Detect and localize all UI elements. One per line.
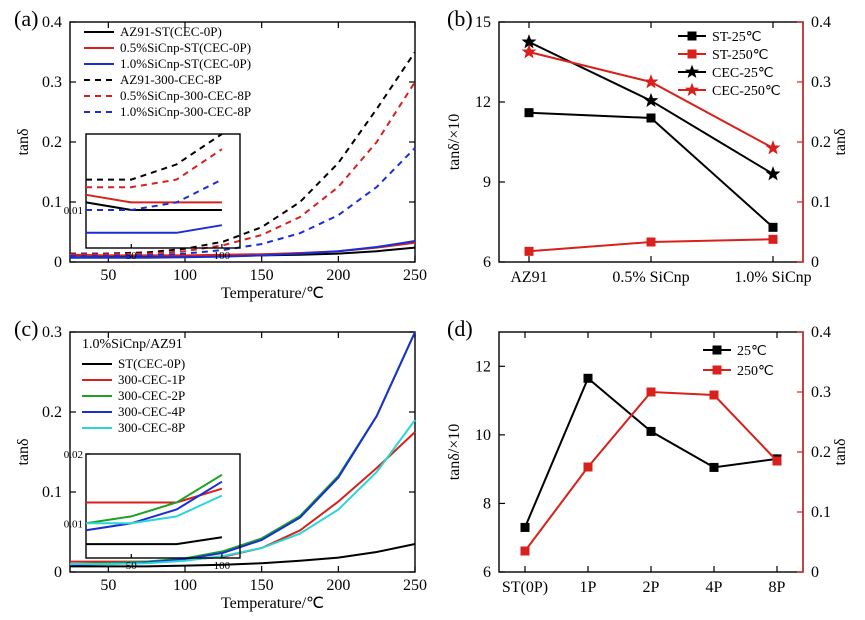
svg-text:0.4: 0.4 xyxy=(811,14,831,31)
svg-text:8P: 8P xyxy=(768,579,785,596)
panel-d-svg: ST(0P) 1P 2P 4P 8P 6 8 10 12 0 0.1 0.2 0.3 0.4 tanδ/×1… xyxy=(433,310,865,620)
svg-text:0.5%SiCnp-ST(CEC-0P): 0.5%SiCnp-ST(CEC-0P) xyxy=(120,40,251,55)
svg-text:tanδ: tanδ xyxy=(15,438,32,465)
svg-text:300-CEC-4P: 300-CEC-4P xyxy=(118,404,185,419)
svg-text:0.3: 0.3 xyxy=(42,74,62,91)
svg-text:50: 50 xyxy=(126,560,138,572)
svg-text:4P: 4P xyxy=(705,579,722,596)
series-ST-25 xyxy=(529,113,773,228)
svg-text:1.0% SiCnp: 1.0% SiCnp xyxy=(734,269,811,286)
svg-text:250: 250 xyxy=(403,577,427,594)
svg-text:0.2: 0.2 xyxy=(42,134,62,151)
svg-text:0.2: 0.2 xyxy=(42,404,62,421)
panel-a: 50 100 150 200 250 0 0.1 0.2 0.3 0.4 Temperature/℃… xyxy=(0,0,433,310)
panel-b-legend: ST-25℃ ST-250℃ CEC-25℃ CEC-250℃ xyxy=(678,30,781,99)
svg-text:AZ91-300-CEC-8P: AZ91-300-CEC-8P xyxy=(120,72,222,87)
svg-text:1P: 1P xyxy=(579,579,596,596)
svg-text:1.0%SiCnp/AZ91: 1.0%SiCnp/AZ91 xyxy=(82,337,183,352)
svg-text:300-CEC-2P: 300-CEC-2P xyxy=(118,388,185,403)
svg-text:0.3: 0.3 xyxy=(811,384,831,401)
svg-text:100: 100 xyxy=(173,267,197,284)
svg-text:200: 200 xyxy=(326,267,350,284)
svg-text:0.2: 0.2 xyxy=(811,134,831,151)
svg-text:0.4: 0.4 xyxy=(42,14,62,31)
svg-text:6: 6 xyxy=(483,254,491,271)
svg-text:0.01: 0.01 xyxy=(64,518,83,530)
series-8P xyxy=(70,420,415,564)
svg-text:0: 0 xyxy=(54,564,62,581)
svg-text:0.3: 0.3 xyxy=(811,74,831,91)
svg-text:250℃: 250℃ xyxy=(737,364,774,379)
series-1.0SiCnp-CEC8P xyxy=(70,148,415,256)
svg-text:300-CEC-8P: 300-CEC-8P xyxy=(118,420,185,435)
panel-a-legend: AZ91-ST(CEC-0P)0.5%SiCnp-ST(CEC-0P)1.0%S… xyxy=(84,24,251,119)
svg-text:ST(0P): ST(0P) xyxy=(501,579,547,596)
svg-text:12: 12 xyxy=(475,358,491,375)
svg-text:9: 9 xyxy=(483,174,491,191)
svg-text:0.2: 0.2 xyxy=(811,444,831,461)
svg-text:0.3: 0.3 xyxy=(42,324,62,341)
svg-text:300-CEC-1P: 300-CEC-1P xyxy=(118,372,185,387)
svg-text:6: 6 xyxy=(483,564,491,581)
svg-text:0: 0 xyxy=(811,254,819,271)
svg-text:CEC-250℃: CEC-250℃ xyxy=(712,84,781,99)
svg-text:200: 200 xyxy=(326,577,350,594)
svg-text:tanδ: tanδ xyxy=(832,128,849,155)
svg-text:Temperature/℃: Temperature/℃ xyxy=(221,285,324,302)
svg-text:ST(CEC-0P): ST(CEC-0P) xyxy=(118,356,185,371)
svg-text:25℃: 25℃ xyxy=(737,344,767,359)
svg-text:(c): (c) xyxy=(14,316,38,341)
svg-text:0.02: 0.02 xyxy=(64,449,83,461)
svg-text:0: 0 xyxy=(811,564,819,581)
series-250C xyxy=(525,392,777,551)
series-1P xyxy=(70,432,415,562)
svg-text:(a): (a) xyxy=(14,6,38,31)
svg-text:250: 250 xyxy=(403,267,427,284)
svg-text:0.01: 0.01 xyxy=(64,205,83,217)
svg-text:50: 50 xyxy=(126,250,138,262)
svg-text:150: 150 xyxy=(250,267,274,284)
svg-text:0.1: 0.1 xyxy=(811,504,831,521)
svg-text:1.0%SiCnp-ST(CEC-0P): 1.0%SiCnp-ST(CEC-0P) xyxy=(120,56,251,71)
svg-text:tanδ: tanδ xyxy=(15,128,32,155)
svg-text:0: 0 xyxy=(54,254,62,271)
svg-text:100: 100 xyxy=(214,250,231,262)
svg-text:15: 15 xyxy=(475,14,491,31)
series-25C xyxy=(525,378,777,527)
panel-c-svg: 50 100 150 200 250 0 0.1 0.2 0.3 Temperature/℃ tan… xyxy=(0,310,432,620)
svg-text:(b): (b) xyxy=(447,6,473,31)
figure-grid: 5010015020025000.10.20.30.4Temperature/℃… xyxy=(0,0,865,620)
svg-text:Temperature/℃: Temperature/℃ xyxy=(221,595,324,612)
svg-text:8: 8 xyxy=(483,495,491,512)
svg-text:12: 12 xyxy=(475,94,491,111)
svg-text:AZ91-ST(CEC-0P): AZ91-ST(CEC-0P) xyxy=(120,24,222,39)
panel-b-svg: AZ91 0.5% SiCnp 1.0% SiCnp 6 9 12 15 0 0.1 0.2 0.3… xyxy=(433,0,865,310)
svg-text:100: 100 xyxy=(214,560,231,572)
svg-text:CEC-25℃: CEC-25℃ xyxy=(712,66,774,81)
svg-text:ST-250℃: ST-250℃ xyxy=(712,48,768,63)
svg-text:ST-25℃: ST-25℃ xyxy=(712,30,761,45)
svg-text:0.1: 0.1 xyxy=(42,194,62,211)
panel-a-svg: 50 100 150 200 250 0 0.1 0.2 0.3 0.4 Temperature/℃… xyxy=(0,0,432,310)
svg-text:0.4: 0.4 xyxy=(811,324,831,341)
svg-text:0.1: 0.1 xyxy=(42,484,62,501)
svg-text:AZ91: AZ91 xyxy=(510,269,547,286)
svg-text:0.5%SiCnp-300-CEC-8P: 0.5%SiCnp-300-CEC-8P xyxy=(120,88,251,103)
svg-text:100: 100 xyxy=(173,577,197,594)
svg-text:150: 150 xyxy=(250,577,274,594)
svg-text:tanδ: tanδ xyxy=(832,438,849,465)
panel-b: AZ91 0.5% SiCnp 1.0% SiCnp 6 9 12 15 0 0.1 0.2 0.3… xyxy=(433,0,865,310)
panel-c: 50 100 150 200 250 0 0.1 0.2 0.3 Temperature/℃ tan… xyxy=(0,310,433,620)
panel-d: ST(0P) 1P 2P 4P 8P 6 8 10 12 0 0.1 0.2 0.3 0.4 tanδ/×1… xyxy=(433,310,865,620)
svg-text:(d): (d) xyxy=(447,316,473,341)
svg-text:50: 50 xyxy=(100,577,116,594)
svg-text:0.5% SiCnp: 0.5% SiCnp xyxy=(612,269,689,286)
svg-text:tanδ/×10: tanδ/×10 xyxy=(446,114,463,171)
svg-text:10: 10 xyxy=(475,427,491,444)
svg-text:0.1: 0.1 xyxy=(811,194,831,211)
svg-text:2P: 2P xyxy=(642,579,659,596)
svg-text:50: 50 xyxy=(100,267,116,284)
svg-text:1.0%SiCnp-300-CEC-8P: 1.0%SiCnp-300-CEC-8P xyxy=(120,104,251,119)
svg-text:tanδ/×10: tanδ/×10 xyxy=(446,424,463,481)
